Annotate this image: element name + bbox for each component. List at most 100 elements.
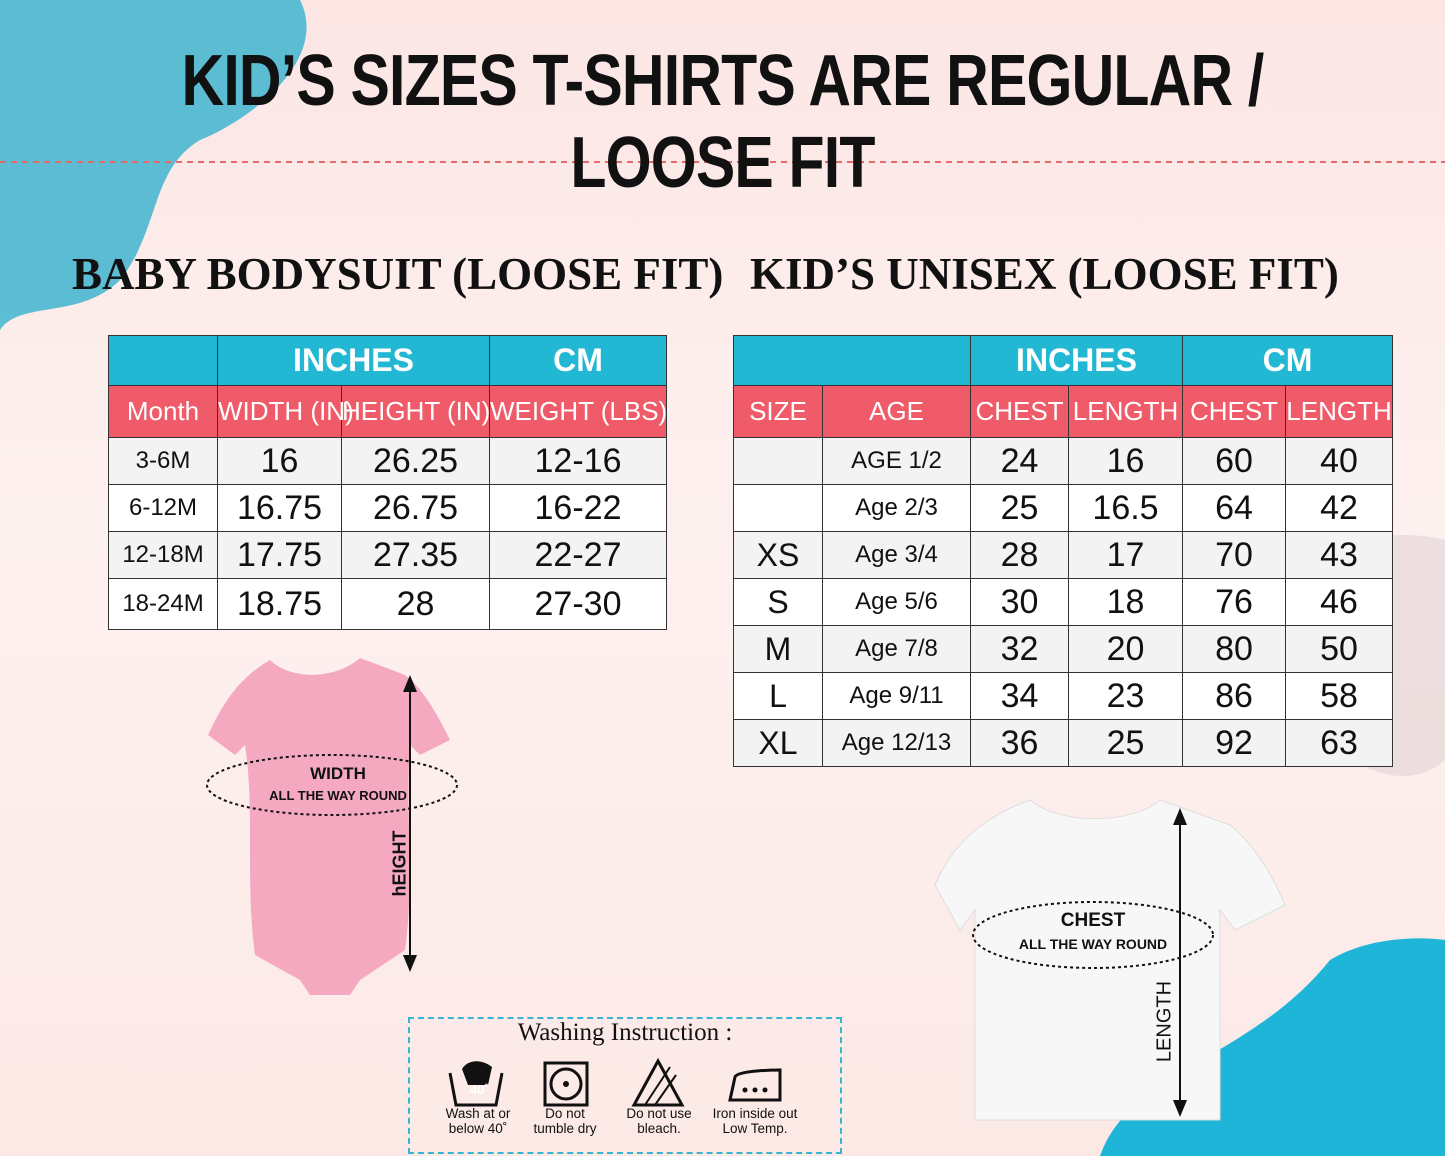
cell: 92 bbox=[1182, 719, 1286, 767]
cell: 32 bbox=[970, 625, 1069, 673]
cell: 80 bbox=[1182, 625, 1286, 673]
bodysuit-diagram bbox=[206, 658, 458, 995]
wash-caption: Low Temp. bbox=[722, 1121, 788, 1136]
column-header: WIDTH (IN) bbox=[217, 385, 354, 438]
cell: 18-24M bbox=[108, 578, 218, 630]
cell: 22-27 bbox=[489, 531, 667, 579]
data-row: S Age 5/6 30 18 76 46 bbox=[733, 578, 1394, 626]
cell: 63 bbox=[1284, 719, 1394, 767]
cell: AGE 1/2 bbox=[822, 437, 971, 485]
cell: 16-22 bbox=[489, 484, 667, 532]
cell: 24 bbox=[970, 437, 1069, 485]
cell: 12-18M bbox=[108, 531, 218, 579]
washing-box bbox=[408, 1017, 842, 1154]
title: KID’S SIZES T-SHIRTS ARE REGULAR / LOOSE… bbox=[181, 41, 1265, 203]
width-label: WIDTH bbox=[310, 764, 366, 783]
width-note: ALL THE WAY ROUND bbox=[269, 788, 407, 803]
column-header: WEIGHT (LBS) bbox=[489, 385, 667, 438]
group-header: INCHES bbox=[970, 335, 1183, 386]
cell: 26.25 bbox=[341, 437, 490, 485]
cell: 43 bbox=[1284, 531, 1394, 579]
wash-caption: Iron inside out bbox=[712, 1106, 798, 1121]
data-row: 18-24M 18.75 28 27-30 bbox=[108, 578, 667, 630]
tshirt-diagram bbox=[934, 799, 1286, 1121]
data-row: L Age 9/11 34 23 86 58 bbox=[733, 672, 1394, 720]
washing-title: Washing Instruction : bbox=[517, 1019, 733, 1046]
cell: 86 bbox=[1182, 672, 1286, 720]
cell: 40 bbox=[1284, 437, 1394, 485]
wash-caption: Wash at or bbox=[445, 1106, 511, 1121]
data-row: AGE 1/2 24 16 60 40 bbox=[733, 437, 1394, 485]
column-header: HEIGHT (IN) bbox=[341, 385, 490, 438]
cell: 17.75 bbox=[217, 531, 342, 579]
cell: 64 bbox=[1182, 484, 1286, 532]
group-header: INCHES bbox=[217, 335, 490, 386]
column-header: CHEST bbox=[970, 385, 1069, 438]
cell: Age 2/3 bbox=[822, 484, 971, 532]
cell: 3-6M bbox=[108, 437, 218, 485]
wash-caption: tumble dry bbox=[533, 1121, 597, 1136]
column-header: SIZE bbox=[733, 385, 823, 438]
cell: XS bbox=[733, 531, 823, 579]
column-header: LENGTH bbox=[1284, 385, 1394, 438]
data-row: M Age 7/8 32 20 80 50 bbox=[733, 625, 1394, 673]
cell: 42 bbox=[1284, 484, 1394, 532]
cell: 58 bbox=[1284, 672, 1394, 720]
column-row: SIZE AGE CHEST LENGTH CHEST LENGTH bbox=[733, 385, 1394, 438]
cell: S bbox=[733, 578, 823, 626]
column-header: CHEST bbox=[1182, 385, 1286, 438]
wash-caption: Do not use bbox=[626, 1106, 692, 1121]
group-header: CM bbox=[489, 335, 667, 386]
column-header: AGE bbox=[822, 385, 971, 438]
cell: 16.5 bbox=[1068, 484, 1183, 532]
cell: 16.75 bbox=[217, 484, 342, 532]
data-row: XS Age 3/4 28 17 70 43 bbox=[733, 531, 1394, 579]
cell: 34 bbox=[970, 672, 1069, 720]
column-header: Month bbox=[108, 385, 218, 438]
cell: L bbox=[733, 672, 823, 720]
wash-caption: Do not bbox=[545, 1106, 585, 1121]
cell: 46 bbox=[1284, 578, 1394, 626]
cell: 6-12M bbox=[108, 484, 218, 532]
cell: 28 bbox=[970, 531, 1069, 579]
cell: 18 bbox=[1068, 578, 1183, 626]
cell: 27-30 bbox=[489, 578, 667, 630]
cell: Age 5/6 bbox=[822, 578, 971, 626]
cell: 25 bbox=[1068, 719, 1183, 767]
group-blank bbox=[733, 335, 971, 386]
cell: 23 bbox=[1068, 672, 1183, 720]
cell: 12-16 bbox=[489, 437, 667, 485]
column-header: LENGTH bbox=[1068, 385, 1183, 438]
cell: 30 bbox=[970, 578, 1069, 626]
cell: 76 bbox=[1182, 578, 1286, 626]
cell: XL bbox=[733, 719, 823, 767]
cell: 18.75 bbox=[217, 578, 342, 630]
chest-label: CHEST bbox=[1060, 910, 1126, 931]
cell bbox=[733, 484, 823, 532]
group-row: INCHES CM bbox=[733, 335, 1394, 386]
group-row: INCHES CM bbox=[108, 335, 667, 386]
washing-icons bbox=[448, 1057, 782, 1107]
cell: 36 bbox=[970, 719, 1069, 767]
data-row: XL Age 12/13 36 25 92 63 bbox=[733, 719, 1394, 767]
cell: 70 bbox=[1182, 531, 1286, 579]
cell: 28 bbox=[341, 578, 490, 630]
cell: 16 bbox=[217, 437, 342, 485]
cell: 16 bbox=[1068, 437, 1183, 485]
cell: Age 3/4 bbox=[822, 531, 971, 579]
cell: 26.75 bbox=[341, 484, 490, 532]
cell: Age 7/8 bbox=[822, 625, 971, 673]
kids-heading: KID’S UNISEX (LOOSE FIT) bbox=[750, 249, 1339, 299]
cell: 50 bbox=[1284, 625, 1394, 673]
data-row: Age 2/3 25 16.5 64 42 bbox=[733, 484, 1394, 532]
cell: 20 bbox=[1068, 625, 1183, 673]
length-label: LENGTH bbox=[1153, 980, 1176, 1063]
cell: 17 bbox=[1068, 531, 1183, 579]
kids-table: INCHES CM SIZE AGE CHEST LENGTH CHEST LENGTH AGE… bbox=[733, 335, 1394, 767]
chest-note: ALL THE WAY ROUND bbox=[1018, 936, 1168, 952]
baby-table: INCHES CM Month WIDTH (IN) HEIGHT (IN) WEIGHT… bbox=[108, 335, 667, 630]
group-blank bbox=[108, 335, 218, 386]
cell bbox=[733, 437, 823, 485]
cell: 25 bbox=[970, 484, 1069, 532]
height-label: hEIGHT bbox=[389, 830, 410, 897]
